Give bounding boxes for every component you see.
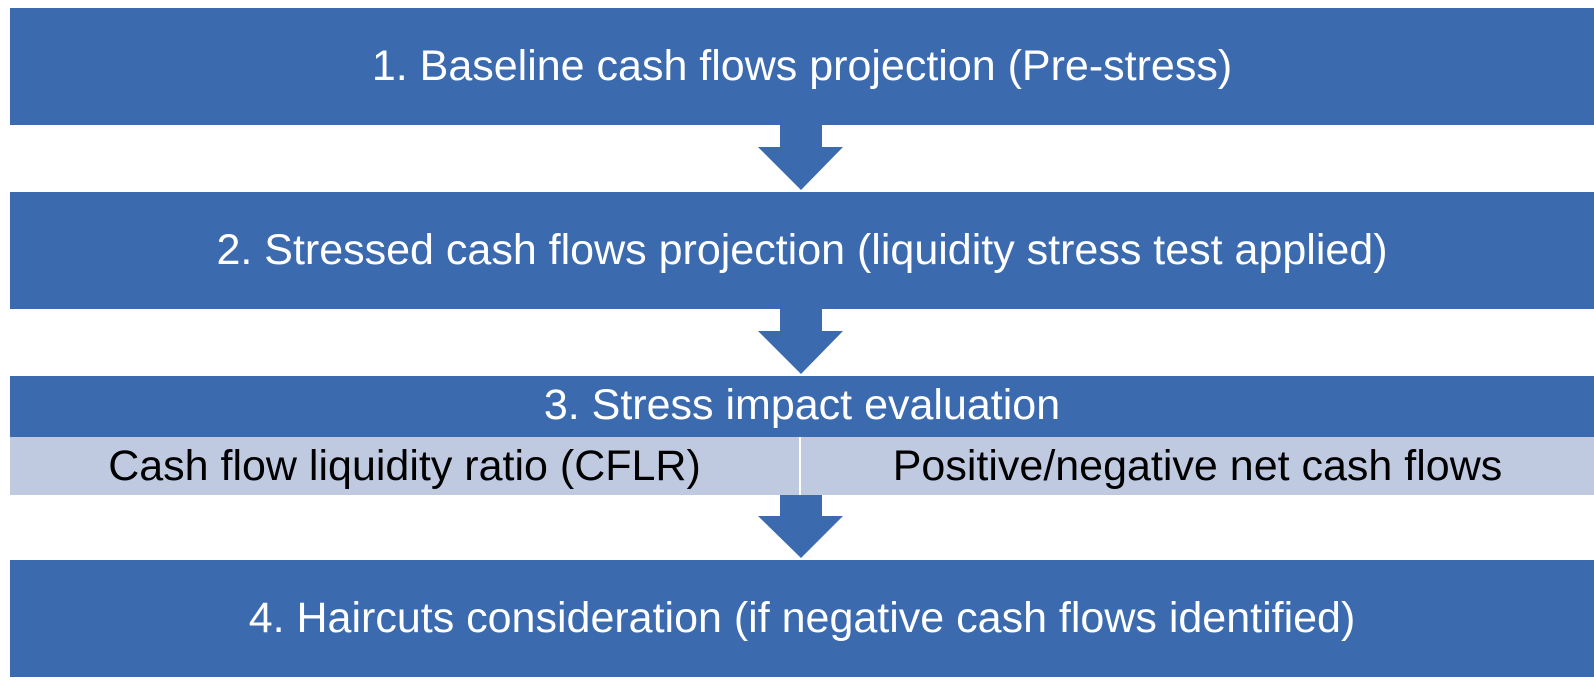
arrow (758, 495, 843, 558)
arrow (758, 309, 843, 374)
step-box: 4. Haircuts consideration (if negative c… (10, 560, 1594, 677)
arrow (758, 125, 843, 190)
step-box: 3. Stress impact evaluation (10, 376, 1594, 437)
step-box: 2. Stressed cash flows projection (liqui… (10, 192, 1594, 309)
step-box: 1. Baseline cash flows projection (Pre-s… (10, 8, 1594, 125)
sub-item: Positive/negative net cash flows (801, 437, 1594, 495)
sub-item: Cash flow liquidity ratio (CFLR) (10, 437, 799, 495)
